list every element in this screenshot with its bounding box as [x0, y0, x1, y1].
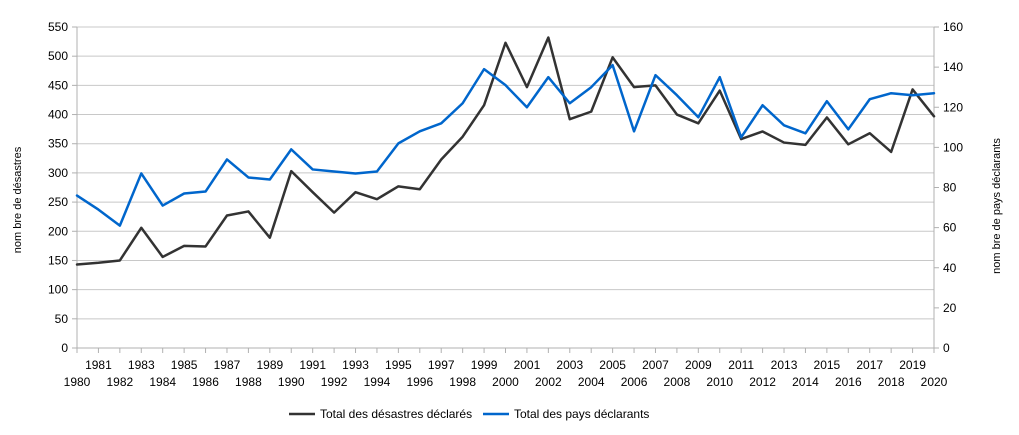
left-tick-label: 550: [48, 20, 68, 34]
right-tick-label: 60: [943, 221, 957, 235]
right-tick-label: 20: [943, 301, 957, 315]
x-tick-label: 2018: [878, 375, 905, 389]
x-tick-label: 2010: [706, 375, 733, 389]
x-tick-label: 2020: [921, 375, 948, 389]
x-tick-label: 1990: [278, 375, 305, 389]
left-tick-label: 500: [48, 49, 68, 63]
x-tick-label: 2014: [792, 375, 819, 389]
x-tick-label: 2015: [814, 358, 841, 372]
right-tick-label: 0: [943, 341, 950, 355]
left-tick-label: 300: [48, 166, 68, 180]
series-layer: [75, 36, 936, 266]
x-tick-label: 2001: [514, 358, 541, 372]
x-tick-label: 2003: [556, 358, 583, 372]
left-axis-title: nom bre de désastres: [12, 146, 24, 253]
x-tick-label: 1981: [85, 358, 112, 372]
x-tick-label: 2008: [664, 375, 691, 389]
x-tick-label: 2019: [899, 358, 926, 372]
x-tick-label: 2005: [599, 358, 626, 372]
x-tick-label: 1992: [321, 375, 348, 389]
x-tick-label: 1995: [385, 358, 412, 372]
x-tick-label: 2011: [728, 358, 754, 372]
x-tick-label: 2013: [771, 358, 798, 372]
left-tick-label: 150: [48, 253, 68, 267]
x-tick-label: 1993: [342, 358, 369, 372]
left-tick-label: 200: [48, 224, 68, 238]
x-tick-label: 1980: [64, 375, 91, 389]
left-tick-label: 450: [48, 78, 68, 92]
right-tick-label: 140: [943, 60, 963, 74]
series-line-2: [75, 63, 936, 227]
left-tick-label: 350: [48, 137, 68, 151]
x-tick-label: 1998: [449, 375, 476, 389]
x-tick-label: 1989: [256, 358, 283, 372]
x-tick-label: 2017: [856, 358, 883, 372]
x-tick-label: 1997: [428, 358, 455, 372]
right-tick-label: 40: [943, 261, 957, 275]
legend-label: Total des désastres déclarés: [320, 407, 472, 421]
left-tick-label: 400: [48, 108, 68, 122]
x-tick-label: 1983: [128, 358, 155, 372]
legend-label: Total des pays déclarants: [514, 407, 649, 421]
right-tick-label: 100: [943, 140, 963, 154]
x-tick-label: 1988: [235, 375, 262, 389]
left-tick-label: 0: [61, 341, 68, 355]
left-axis-ticks: 0 50 100 150 200 250 300 350 400 450 500 550: [48, 20, 68, 355]
x-tick-label: 2009: [685, 358, 712, 372]
gridlines: [77, 26, 934, 349]
right-axis-ticks: 0 20 40 60 80 100 120 140 160: [943, 20, 963, 355]
x-tick-label: 1982: [106, 375, 133, 389]
x-tick-label: 2000: [492, 375, 519, 389]
x-tick-label: 2006: [621, 375, 648, 389]
series-line-1: [75, 36, 936, 266]
x-tick-label: 2007: [642, 358, 669, 372]
x-axis-ticks: 1980 1981 1982 1983 1984 1985 1986 1987 1988 1989…: [64, 358, 948, 389]
right-tick-label: 160: [943, 20, 963, 34]
right-axis-title: nom bre de pays déclarants: [991, 138, 1003, 274]
x-tick-label: 1987: [214, 358, 241, 372]
x-tick-label: 1991: [299, 358, 326, 372]
left-tick-label: 250: [48, 195, 68, 209]
x-tick-label: 1996: [406, 375, 433, 389]
x-tick-label: 2016: [835, 375, 862, 389]
x-tick-label: 2004: [578, 375, 605, 389]
x-tick-label: 1986: [192, 375, 219, 389]
legend: Total des désastres déclarés Total des pa…: [289, 407, 649, 421]
x-tick-label: 1999: [471, 358, 498, 372]
x-tick-label: 1985: [171, 358, 198, 372]
left-tick-label: 50: [55, 312, 69, 326]
x-tick-label: 2002: [535, 375, 562, 389]
axes: [72, 26, 939, 353]
x-tick-label: 1994: [364, 375, 391, 389]
right-tick-label: 80: [943, 181, 957, 195]
right-tick-label: 120: [943, 100, 963, 114]
left-tick-label: 100: [48, 283, 68, 297]
x-tick-label: 1984: [149, 375, 176, 389]
x-tick-label: 2012: [749, 375, 776, 389]
